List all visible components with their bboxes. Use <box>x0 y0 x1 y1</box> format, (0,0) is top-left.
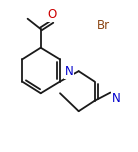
Text: Br: Br <box>97 19 110 32</box>
Text: N: N <box>112 92 120 105</box>
Text: O: O <box>48 8 57 21</box>
Text: N: N <box>65 65 73 78</box>
